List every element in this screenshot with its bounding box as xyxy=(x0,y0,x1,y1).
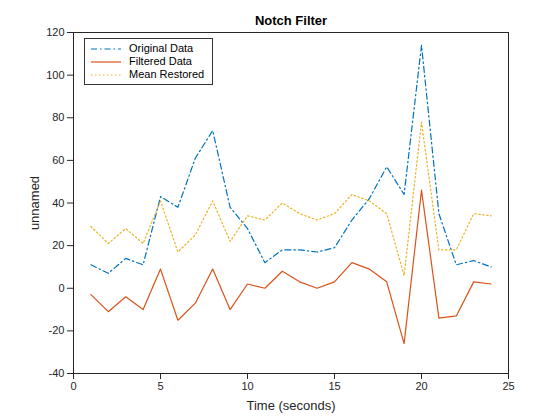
html-text:Filtered Data: Filtered Data xyxy=(129,55,192,67)
svg-text:-20: -20 xyxy=(49,324,65,336)
svg-text:80: 80 xyxy=(52,111,64,123)
svg-text:unnamed: unnamed xyxy=(27,176,42,230)
svg-text:5: 5 xyxy=(157,380,163,392)
svg-text:10: 10 xyxy=(241,380,253,392)
svg-text:Notch Filter: Notch Filter xyxy=(255,13,327,28)
svg-text:25: 25 xyxy=(502,380,514,392)
svg-text:-40: -40 xyxy=(49,367,65,379)
svg-text:40: 40 xyxy=(52,197,64,209)
svg-text:0: 0 xyxy=(70,380,76,392)
html-text:Mean Restored: Mean Restored xyxy=(129,68,205,80)
svg-text:120: 120 xyxy=(46,26,64,38)
svg-text:100: 100 xyxy=(46,69,64,81)
svg-text:20: 20 xyxy=(52,239,64,251)
svg-text:15: 15 xyxy=(328,380,340,392)
svg-text:20: 20 xyxy=(415,380,427,392)
svg-text:0: 0 xyxy=(58,282,64,294)
svg-text:60: 60 xyxy=(52,154,64,166)
html-text:Original Data: Original Data xyxy=(129,42,194,54)
svg-text:Time (seconds): Time (seconds) xyxy=(246,398,335,413)
